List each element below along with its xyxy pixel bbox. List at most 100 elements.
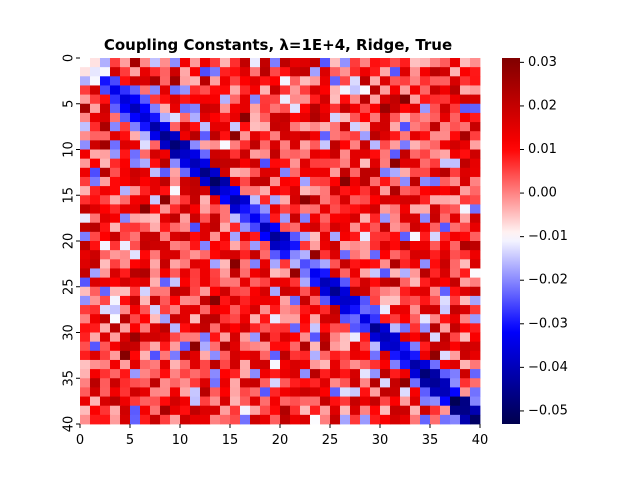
heatmap-cell [350, 341, 361, 352]
heatmap-cell [410, 204, 421, 214]
heatmap-cell [120, 94, 131, 105]
heatmap-cell [380, 323, 391, 333]
heatmap-cell [390, 186, 401, 196]
heatmap-cell [400, 67, 411, 77]
heatmap-cell [130, 341, 141, 352]
heatmap-cell [270, 58, 281, 68]
heatmap-cell [380, 131, 391, 141]
heatmap-cell [160, 140, 171, 150]
heatmap-cell [460, 58, 471, 68]
heatmap-cell [450, 241, 461, 251]
heatmap-cell [190, 112, 201, 123]
heatmap-cell [300, 323, 311, 333]
heatmap-cell [310, 122, 321, 132]
heatmap-cell [390, 378, 401, 388]
heatmap-cell [360, 112, 371, 123]
heatmap-cell [290, 332, 301, 343]
heatmap-cell [140, 67, 151, 77]
heatmap-cell [220, 250, 231, 260]
heatmap-cell [460, 158, 471, 169]
heatmap-cell [210, 369, 221, 379]
heatmap-cell [100, 149, 111, 160]
heatmap-cell [420, 76, 431, 86]
heatmap-cell [130, 268, 141, 278]
heatmap-cell [350, 396, 361, 407]
heatmap-cell [150, 295, 161, 306]
heatmap-cell [140, 231, 151, 242]
heatmap-cell [370, 286, 381, 297]
heatmap-cell [280, 231, 291, 242]
heatmap-cell [160, 103, 171, 114]
heatmap-cell [420, 204, 431, 214]
heatmap-cell [330, 85, 341, 95]
heatmap-cell [230, 314, 241, 324]
heatmap-cell [230, 396, 241, 407]
heatmap-cell [330, 405, 341, 416]
heatmap-cell [170, 140, 181, 150]
heatmap-cell [390, 341, 401, 352]
heatmap-cell [180, 277, 191, 288]
heatmap-cell [170, 414, 181, 425]
heatmap-cell [110, 76, 121, 86]
heatmap-cell [190, 204, 201, 214]
heatmap-cell [460, 277, 471, 288]
heatmap-cell [170, 359, 181, 370]
heatmap-cell [440, 359, 451, 370]
heatmap-cell [180, 241, 191, 251]
heatmap-cell [380, 305, 391, 315]
heatmap-cell [410, 167, 421, 178]
heatmap-cell [430, 103, 441, 114]
heatmap-cell [180, 396, 191, 407]
heatmap-cell [180, 176, 191, 187]
heatmap-cell [90, 94, 101, 105]
heatmap-cell [430, 122, 441, 132]
heatmap-cell [360, 103, 371, 114]
heatmap-cell [130, 195, 141, 205]
heatmap-cell [420, 131, 431, 141]
x-tick-label: 20 [272, 433, 289, 448]
heatmap-cell [450, 76, 461, 86]
heatmap-cell [220, 167, 231, 178]
heatmap-cell [420, 305, 431, 315]
heatmap-cell [410, 314, 421, 324]
heatmap-cell [190, 176, 201, 187]
heatmap-cell [380, 277, 391, 288]
heatmap-cell [210, 305, 221, 315]
heatmap-cell [240, 58, 251, 68]
heatmap-cell [80, 122, 91, 132]
heatmap-cell [170, 259, 181, 269]
heatmap-cell [470, 85, 481, 95]
heatmap-cell [200, 305, 211, 315]
heatmap-cell [320, 305, 331, 315]
heatmap-cell [250, 186, 261, 196]
heatmap-cell [340, 414, 351, 425]
heatmap-cell [380, 112, 391, 123]
heatmap-cell [120, 167, 131, 178]
heatmap-cell [400, 122, 411, 132]
heatmap-cell [470, 387, 481, 397]
heatmap-cell [410, 387, 421, 397]
heatmap-cell [360, 85, 371, 95]
heatmap-cell [310, 378, 321, 388]
heatmap-cell [240, 186, 251, 196]
heatmap-cell [310, 396, 321, 407]
heatmap-cell [440, 250, 451, 260]
heatmap-cell [130, 112, 141, 123]
heatmap-cell [400, 414, 411, 425]
heatmap-cell [310, 131, 321, 141]
heatmap-cell [80, 85, 91, 95]
heatmap-cell [250, 222, 261, 233]
heatmap-cell [430, 140, 441, 150]
heatmap-cell [240, 305, 251, 315]
heatmap-cell [380, 295, 391, 306]
heatmap-cell [400, 176, 411, 187]
heatmap-cell [120, 222, 131, 233]
heatmap-cell [320, 222, 331, 233]
heatmap-cell [290, 85, 301, 95]
heatmap-cell [230, 112, 241, 123]
heatmap-cell [80, 158, 91, 169]
heatmap-cell [270, 131, 281, 141]
heatmap-cell [310, 359, 321, 370]
heatmap-cell [260, 332, 271, 343]
heatmap-cell [110, 314, 121, 324]
